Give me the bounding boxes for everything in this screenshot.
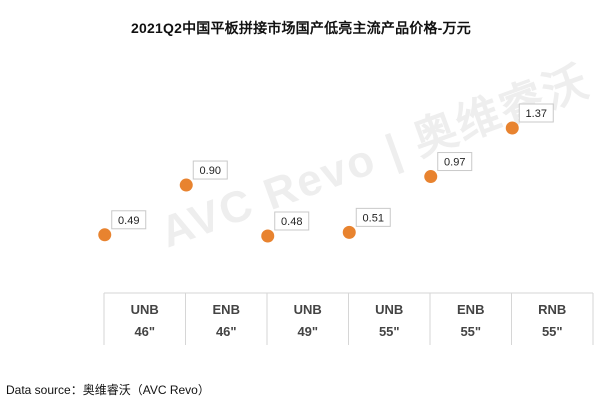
data-label-box xyxy=(518,103,554,123)
data-label: 0.48 xyxy=(281,216,302,228)
data-label-box xyxy=(274,211,310,231)
data-source-note: Data source：奥维睿沃（AVC Revo） xyxy=(6,383,210,397)
data-label: 1.37 xyxy=(526,108,547,120)
data-label: 0.49 xyxy=(118,215,139,227)
data-label-box xyxy=(355,207,391,227)
data-label-box xyxy=(437,152,473,172)
chart-title: 2021Q2中国平板拼接市场国产低亮主流产品价格-万元 xyxy=(131,20,471,36)
data-point xyxy=(98,228,112,242)
data-point xyxy=(342,225,356,239)
data-point xyxy=(179,178,193,192)
category-tick-label: ENB xyxy=(213,302,240,317)
category-tick-label: ENB xyxy=(457,302,484,317)
data-point xyxy=(261,229,275,243)
category-tick-label: 55" xyxy=(542,324,563,339)
category-tick-label: UNB xyxy=(294,302,322,317)
category-tick-label: 49" xyxy=(297,324,318,339)
category-tick-label: 46" xyxy=(216,324,237,339)
data-label-box xyxy=(192,160,228,180)
data-point xyxy=(424,170,438,184)
category-tick-label: RNB xyxy=(538,302,566,317)
category-tick-label: 55" xyxy=(460,324,481,339)
data-point xyxy=(505,121,519,135)
category-tick-label: UNB xyxy=(131,302,159,317)
data-label-box xyxy=(111,210,147,230)
category-tick-label: 55" xyxy=(379,324,400,339)
category-tick-label: UNB xyxy=(375,302,403,317)
category-tick-label: 46" xyxy=(134,324,155,339)
data-label: 0.97 xyxy=(444,157,465,169)
data-label: 0.90 xyxy=(200,165,221,177)
data-label: 0.51 xyxy=(363,212,384,224)
